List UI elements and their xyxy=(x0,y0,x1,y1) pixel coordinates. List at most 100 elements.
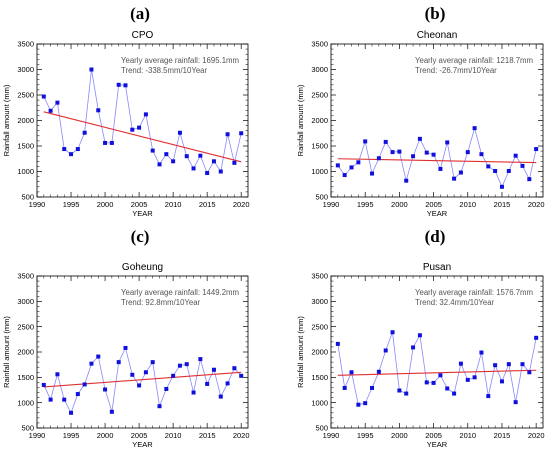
y-tick-label: 500 xyxy=(21,424,34,433)
data-point xyxy=(452,176,457,181)
y-tick-label: 1500 xyxy=(17,142,34,151)
data-point xyxy=(171,373,176,378)
data-point xyxy=(486,394,491,399)
data-point xyxy=(520,163,525,168)
data-point xyxy=(205,381,210,386)
data-point xyxy=(41,382,46,387)
y-tick-label: 2000 xyxy=(311,348,328,357)
info-line: Trend: 92.8mm/10Year xyxy=(121,298,201,307)
data-point xyxy=(356,402,361,407)
y-tick-label: 500 xyxy=(315,193,328,202)
y-tick-label: 1000 xyxy=(311,398,328,407)
data-point xyxy=(356,160,361,165)
y-tick-label: 3000 xyxy=(17,65,34,74)
data-point xyxy=(458,170,463,175)
data-point xyxy=(225,132,230,137)
x-tick-label: 2005 xyxy=(425,431,442,440)
data-point xyxy=(349,370,354,375)
panel-letter: (b) xyxy=(425,4,446,23)
data-point xyxy=(404,178,409,183)
y-tick-label: 2500 xyxy=(17,91,34,100)
y-tick-label: 2500 xyxy=(17,322,34,331)
x-tick-label: 2010 xyxy=(459,431,476,440)
data-point xyxy=(184,154,189,159)
data-point xyxy=(417,136,422,141)
data-point xyxy=(363,139,368,144)
data-point xyxy=(390,150,395,155)
y-tick-label: 1500 xyxy=(17,373,34,382)
y-axis-label: Rainfall amount (mm) xyxy=(2,316,11,388)
panel-letter: (d) xyxy=(425,227,446,246)
data-point xyxy=(390,330,395,335)
data-point xyxy=(335,163,340,168)
trend-line xyxy=(43,111,242,163)
x-tick-label: 2000 xyxy=(97,200,114,209)
y-tick-label: 2500 xyxy=(311,91,328,100)
x-tick-label: 1990 xyxy=(323,200,340,209)
x-axis-label: YEAR xyxy=(132,440,153,449)
data-point xyxy=(506,362,511,367)
data-point xyxy=(143,370,148,375)
info-line: Yearly average rainfall: 1449.2mm xyxy=(121,288,239,297)
y-axis-label: Rainfall amount (mm) xyxy=(296,84,305,156)
x-tick-label: 1995 xyxy=(63,431,80,440)
x-tick-label: 1995 xyxy=(357,200,374,209)
series-line xyxy=(43,346,242,414)
data-point xyxy=(150,360,155,365)
data-point xyxy=(130,372,135,377)
data-point xyxy=(211,159,216,164)
data-point xyxy=(69,410,74,415)
x-tick-label: 2005 xyxy=(425,200,442,209)
data-point xyxy=(211,367,216,372)
data-point xyxy=(89,361,94,366)
data-point xyxy=(445,386,450,391)
data-point xyxy=(438,166,443,171)
y-tick-label: 3500 xyxy=(311,272,328,281)
data-point xyxy=(232,366,237,371)
data-point xyxy=(171,159,176,164)
data-point xyxy=(486,164,491,169)
x-tick-label: 2000 xyxy=(97,431,114,440)
data-point xyxy=(370,171,375,176)
data-point xyxy=(218,169,223,174)
data-point xyxy=(493,363,498,368)
y-tick-label: 3500 xyxy=(17,272,34,281)
data-point xyxy=(534,147,539,152)
y-tick-label: 1000 xyxy=(17,167,34,176)
data-point xyxy=(82,130,87,135)
data-point xyxy=(342,385,347,390)
data-point xyxy=(116,360,121,365)
y-tick-label: 500 xyxy=(315,424,328,433)
x-tick-label: 1995 xyxy=(63,200,80,209)
x-tick-label: 2015 xyxy=(494,200,511,209)
data-point xyxy=(41,94,46,99)
data-point xyxy=(411,345,416,350)
info-line: Yearly average rainfall: 1576.7mm xyxy=(415,288,533,297)
data-point xyxy=(123,83,128,88)
data-point xyxy=(164,152,169,157)
y-tick-label: 2500 xyxy=(311,322,328,331)
data-point xyxy=(75,147,80,152)
data-point xyxy=(411,154,416,159)
trend-line xyxy=(43,371,242,388)
data-point xyxy=(431,380,436,385)
y-tick-label: 2000 xyxy=(311,116,328,125)
x-tick-label: 2015 xyxy=(199,431,216,440)
chart-title: Pusan xyxy=(423,262,451,273)
data-point xyxy=(69,152,74,157)
data-point xyxy=(527,177,532,182)
data-point xyxy=(96,354,101,359)
data-point xyxy=(458,361,463,366)
data-point xyxy=(513,153,518,158)
x-tick-label: 2015 xyxy=(199,200,216,209)
x-axis-label: YEAR xyxy=(427,209,448,218)
data-point xyxy=(198,357,203,362)
data-point xyxy=(520,362,525,367)
data-point xyxy=(417,333,422,338)
x-tick-label: 2005 xyxy=(131,431,148,440)
data-point xyxy=(239,373,244,378)
data-point xyxy=(527,370,532,375)
data-point xyxy=(89,67,94,72)
